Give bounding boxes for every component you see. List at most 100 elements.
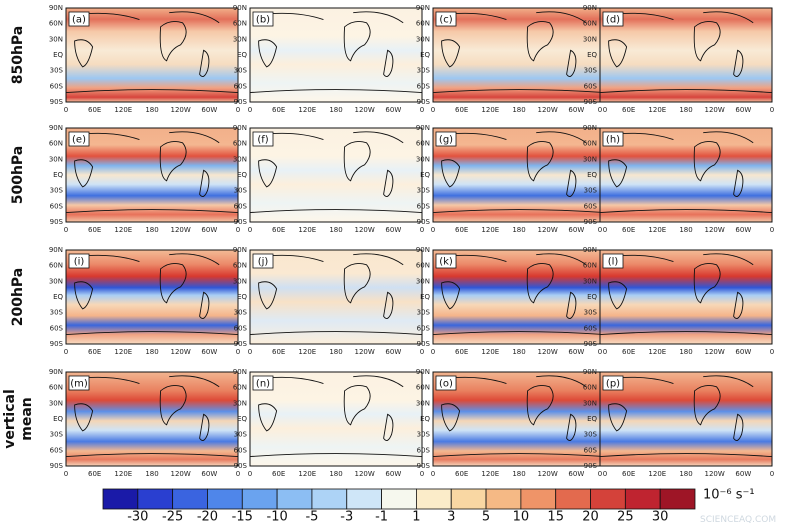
lon-tick-label: 60E [622,226,635,234]
lon-tick-label: 0 [603,348,607,356]
lat-tick-label: 30S [417,431,431,439]
map-field [600,250,772,344]
lon-tick-label: 180 [512,348,525,356]
panel-label-box [68,375,90,391]
panel-label-box [252,11,274,27]
map-field [66,128,238,222]
panel-label-box [252,253,274,269]
lon-tick-label: 60W [385,106,401,114]
lat-tick-label: 90N [583,4,597,12]
lat-tick-label: EQ [420,293,430,301]
panel-label-box [68,253,90,269]
colorbar-box [311,488,348,510]
lat-tick-label: 30N [233,155,247,163]
lat-tick-label: 30S [234,187,248,195]
lat-tick-label: 30S [417,67,431,75]
map-field [433,250,605,344]
lon-tick-label: 60E [272,226,285,234]
lat-tick-label: 30S [417,187,431,195]
lat-tick-label: 90S [417,218,431,226]
lat-tick-label: 90S [417,462,431,470]
lon-tick-label: 60W [385,348,401,356]
lat-tick-label: 30N [233,399,247,407]
panel-label: (n) [256,379,270,390]
colorbar-box [346,488,382,510]
lon-tick-label: 60W [735,470,751,478]
colorbar-box [381,488,417,510]
colorbar-box [520,488,557,510]
coastline [599,253,773,336]
lat-tick-label: 60S [234,82,248,90]
map-field [66,372,238,466]
lat-tick-label: 90S [584,462,598,470]
colorbar-label: -10 [267,510,288,525]
lat-tick-label: EQ [53,51,63,59]
lat-tick-label: 90N [233,4,247,12]
panel-label: (a) [72,15,86,26]
lat-tick-label: 30S [50,187,64,195]
colorbar-box [485,488,522,510]
panel-label: (l) [608,257,619,268]
colorbar-box [241,488,278,510]
lat-tick-label: 30N [416,399,430,407]
lat-tick-label: 90N [233,368,247,376]
lon-tick-label: 60W [385,226,401,234]
lat-tick-label: 90N [233,246,247,254]
lon-tick-label: 0 [598,348,602,356]
lon-tick-label: 120W [538,226,558,234]
lon-tick-label: 60E [272,106,285,114]
lat-tick-label: EQ [587,51,597,59]
map-field [250,8,422,102]
map-field [250,250,422,344]
lon-tick-label: 120W [171,106,191,114]
lon-tick-label: 60E [88,470,101,478]
lon-tick-label: 180 [329,226,342,234]
colorbar-label: -25 [162,510,183,525]
lat-tick-label: EQ [237,51,247,59]
lon-tick-label: 120E [114,348,132,356]
lon-tick-label: 0 [420,470,424,478]
colorbar-label: -3 [340,510,353,525]
lon-tick-label: 0 [770,470,774,478]
lon-tick-label: 60E [455,470,468,478]
lat-tick-label: 60S [584,82,598,90]
map-field [250,128,422,222]
lat-tick-label: EQ [53,293,63,301]
lon-tick-label: 0 [64,106,68,114]
lon-tick-label: 120E [481,348,499,356]
lon-tick-label: 60E [272,348,285,356]
lon-tick-label: 120E [648,106,666,114]
coastline [432,253,606,336]
colorbar-unit: 10⁻⁶ s⁻¹ [703,488,755,503]
panel-label: (d) [606,15,620,26]
colorbar-label: 25 [617,510,634,525]
lon-tick-label: 120E [298,348,316,356]
coastline [65,253,239,336]
lon-tick-label: 0 [248,226,252,234]
lon-tick-label: 120W [171,226,191,234]
lon-tick-label: 120E [481,226,499,234]
lon-tick-label: 0 [248,106,252,114]
lat-tick-label: 30N [583,35,597,43]
coastline [599,11,773,94]
lon-tick-label: 120W [171,348,191,356]
lon-tick-label: 180 [512,470,525,478]
lat-tick-label: 30N [49,399,63,407]
coastline [599,375,773,458]
panel-label-box [435,131,457,147]
panel-label-box [602,11,624,27]
colorbar-label: 10 [513,510,530,525]
lat-tick-label: 30S [234,67,248,75]
lat-tick-label: 90N [583,368,597,376]
lon-tick-label: 60E [622,348,635,356]
lon-tick-label: 60W [201,106,217,114]
coastline [249,253,423,336]
lat-tick-label: 90S [417,340,431,348]
lon-tick-label: 60E [455,348,468,356]
lon-tick-label: 0 [770,106,774,114]
lat-tick-label: 30N [49,35,63,43]
lon-tick-label: 0 [431,226,435,234]
panel-label: (o) [439,379,453,390]
lon-tick-label: 180 [329,470,342,478]
